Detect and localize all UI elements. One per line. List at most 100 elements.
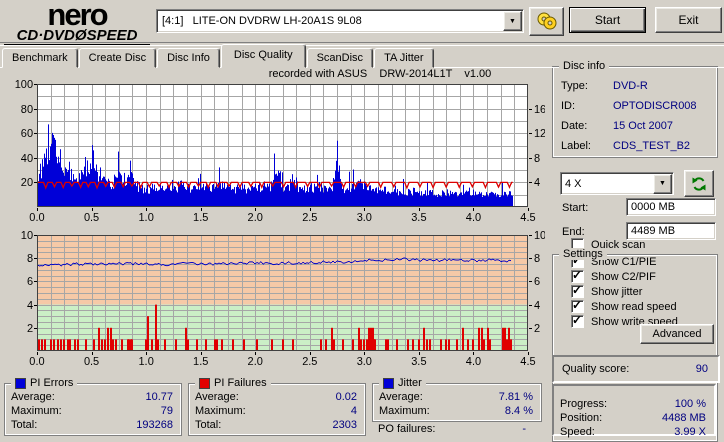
progress-panel: Progress: 100 % Position: 4488 MB Speed: 3.99…	[552, 384, 716, 439]
start-position-field[interactable]	[626, 198, 716, 216]
progress-value: 100 %	[674, 398, 706, 410]
pi-errors-stats-group: PI Errors Average: 10.77 Maximum: 79 Total: 1…	[4, 377, 182, 436]
jitter-row: Average: 7.81 %	[379, 390, 533, 404]
pi-failures-title: PI Failures	[214, 377, 267, 389]
pi-errors-swatch	[15, 377, 26, 389]
scan-speed-value: 4 X	[565, 177, 582, 190]
pi-failures-row: Maximum: 4	[195, 404, 357, 418]
refresh-button[interactable]	[684, 170, 714, 197]
po-failures-row: PO failures: -	[378, 423, 530, 436]
jitter-stats-group: Jitter Average: 7.81 % Maximum: 8.4 %	[372, 377, 542, 422]
scan-speed-combobox[interactable]: 4 X ▼	[560, 172, 674, 195]
pi-errors-row: Total: 193268	[11, 418, 173, 432]
quality-score-panel: Quality score: 90	[552, 355, 720, 383]
jitter-title: Jitter	[398, 377, 422, 389]
disc-info-label: Type:	[561, 80, 588, 92]
drive-select-combobox[interactable]: [4:1] LITE-ON DVDRW LH-20A1S 9L08 ▼	[156, 9, 524, 33]
disc-info-row: Date: 15 Oct 2007	[561, 116, 717, 136]
exit-button[interactable]: Exit	[655, 7, 722, 33]
recorded-with-label: recorded with ASUS DRW-2014L1T v1.00	[268, 68, 492, 80]
disc-info-label: Label:	[561, 140, 591, 152]
checkbox-show-c2-pif[interactable]: ✓	[571, 268, 584, 283]
drive-select-dropdown-arrow[interactable]: ▼	[503, 11, 522, 31]
jitter-swatch	[383, 377, 394, 389]
disc-glyph-icon: Ø	[74, 27, 87, 44]
pi-errors-value: 79	[160, 405, 173, 417]
tab-ta-jitter[interactable]: TA Jitter	[374, 48, 434, 68]
settings-checkbox-list: Quick scan ✓ Show C1/PIE ✓ Show C2/PIF ✓ Show …	[571, 238, 716, 330]
checkmark-icon: ✓	[572, 298, 583, 312]
pi-failures-row: Total: 2303	[195, 418, 357, 432]
pi-errors-value: 10.77	[145, 391, 173, 403]
checkbox-label-show-read-speed[interactable]: Show read speed	[591, 300, 677, 313]
progress-label: Position:	[560, 412, 603, 424]
tab-create-disc[interactable]: Create Disc	[78, 48, 157, 68]
start-position-label: Start:	[562, 202, 589, 214]
checkbox-label-show-c2-pif[interactable]: Show C2/PIF	[591, 270, 656, 283]
tab-benchmark[interactable]: Benchmark	[2, 48, 78, 68]
checkbox-show-write-speed[interactable]: ✓	[571, 313, 584, 328]
pi-errors-row: Maximum: 79	[11, 404, 173, 418]
header-divider	[0, 42, 724, 46]
eject-disc-button[interactable]	[529, 7, 564, 36]
checkbox-row-show-read-speed: ✓ Show read speed	[571, 298, 716, 313]
pi-failures-label: Total:	[195, 419, 222, 431]
pi-errors-title: PI Errors	[30, 377, 74, 389]
quality-score-value: 90	[695, 363, 708, 375]
disc-info-row: ID: OPTODISCR008	[561, 96, 717, 116]
checkbox-label-show-c1-pie[interactable]: Show C1/PIE	[591, 255, 657, 268]
jitter-label: Average:	[379, 391, 423, 403]
pi-failures-value: 2303	[332, 419, 357, 431]
disc-info-row: Label: CDS_TEST_B2	[561, 136, 717, 156]
checkbox-label-show-jitter[interactable]: Show jitter	[591, 285, 643, 298]
checkbox-show-jitter[interactable]: ✓	[571, 283, 584, 298]
tab-disc-quality[interactable]: Disc Quality	[220, 44, 306, 68]
tab-disc-info[interactable]: Disc Info	[157, 48, 220, 68]
refresh-icon	[692, 176, 706, 191]
pi-failures-value: 4	[350, 405, 357, 417]
jitter-row: Maximum: 8.4 %	[379, 404, 533, 418]
tab-scandisc[interactable]: ScanDisc	[306, 48, 374, 68]
po-failures-label: PO failures:	[378, 423, 436, 435]
pi-errors-write-speed-chart	[0, 80, 545, 228]
tab-bar: Benchmark Create Disc Disc Info Disc Qualit…	[2, 44, 435, 68]
checkmark-icon: ✓	[572, 313, 583, 327]
jitter-label: Maximum:	[379, 405, 430, 417]
disc-info-value: 15 Oct 2007	[613, 120, 673, 132]
po-failures-value: -	[522, 423, 526, 435]
checkmark-icon: ✓	[572, 253, 583, 267]
checkbox-label-quick-scan[interactable]: Quick scan	[591, 238, 646, 251]
disc-info-group: Disc info Type: DVD-R ID: OPTODISCR008 Date:…	[552, 60, 718, 158]
pi-failures-label: Average:	[195, 391, 239, 403]
progress-row: Progress: 100 %	[560, 397, 706, 411]
jitter-pi-failures-chart	[0, 229, 545, 371]
pi-failures-swatch	[199, 377, 210, 389]
pi-errors-value: 193268	[136, 419, 173, 431]
progress-row: Speed: 3.99 X	[560, 425, 706, 439]
checkbox-row-show-c2-pif: ✓ Show C2/PIF	[571, 268, 716, 283]
pi-failures-stats-group: PI Failures Average: 0.02 Maximum: 4 Total: 2…	[188, 377, 366, 436]
start-button[interactable]: Start	[569, 7, 646, 33]
progress-label: Progress:	[560, 398, 608, 410]
checkmark-icon: ✓	[572, 283, 583, 297]
nero-logo: nero CD·DVDØSPEED	[4, 0, 150, 46]
pi-failures-label: Maximum:	[195, 405, 246, 417]
nero-logo-text: nero	[47, 0, 108, 32]
advanced-button[interactable]: Advanced	[640, 324, 714, 344]
pi-failures-value: 0.02	[335, 391, 357, 403]
jitter-value: 7.81 %	[498, 391, 533, 403]
end-position-field[interactable]	[626, 222, 716, 240]
disc-info-title: Disc info	[563, 60, 606, 72]
discs-icon	[537, 12, 556, 30]
checkbox-show-read-speed[interactable]: ✓	[571, 298, 584, 313]
disc-info-value: OPTODISCR008	[613, 100, 697, 112]
checkbox-row-quick-scan: Quick scan	[571, 238, 716, 251]
pi-errors-row: Average: 10.77	[11, 390, 173, 404]
checkmark-icon: ✓	[572, 268, 583, 282]
scan-speed-dropdown-arrow[interactable]: ▼	[653, 173, 672, 194]
settings-title: Settings	[563, 248, 603, 260]
disc-info-value: CDS_TEST_B2	[613, 140, 691, 152]
checkbox-row-show-jitter: ✓ Show jitter	[571, 283, 716, 298]
pi-failures-row: Average: 0.02	[195, 390, 357, 404]
